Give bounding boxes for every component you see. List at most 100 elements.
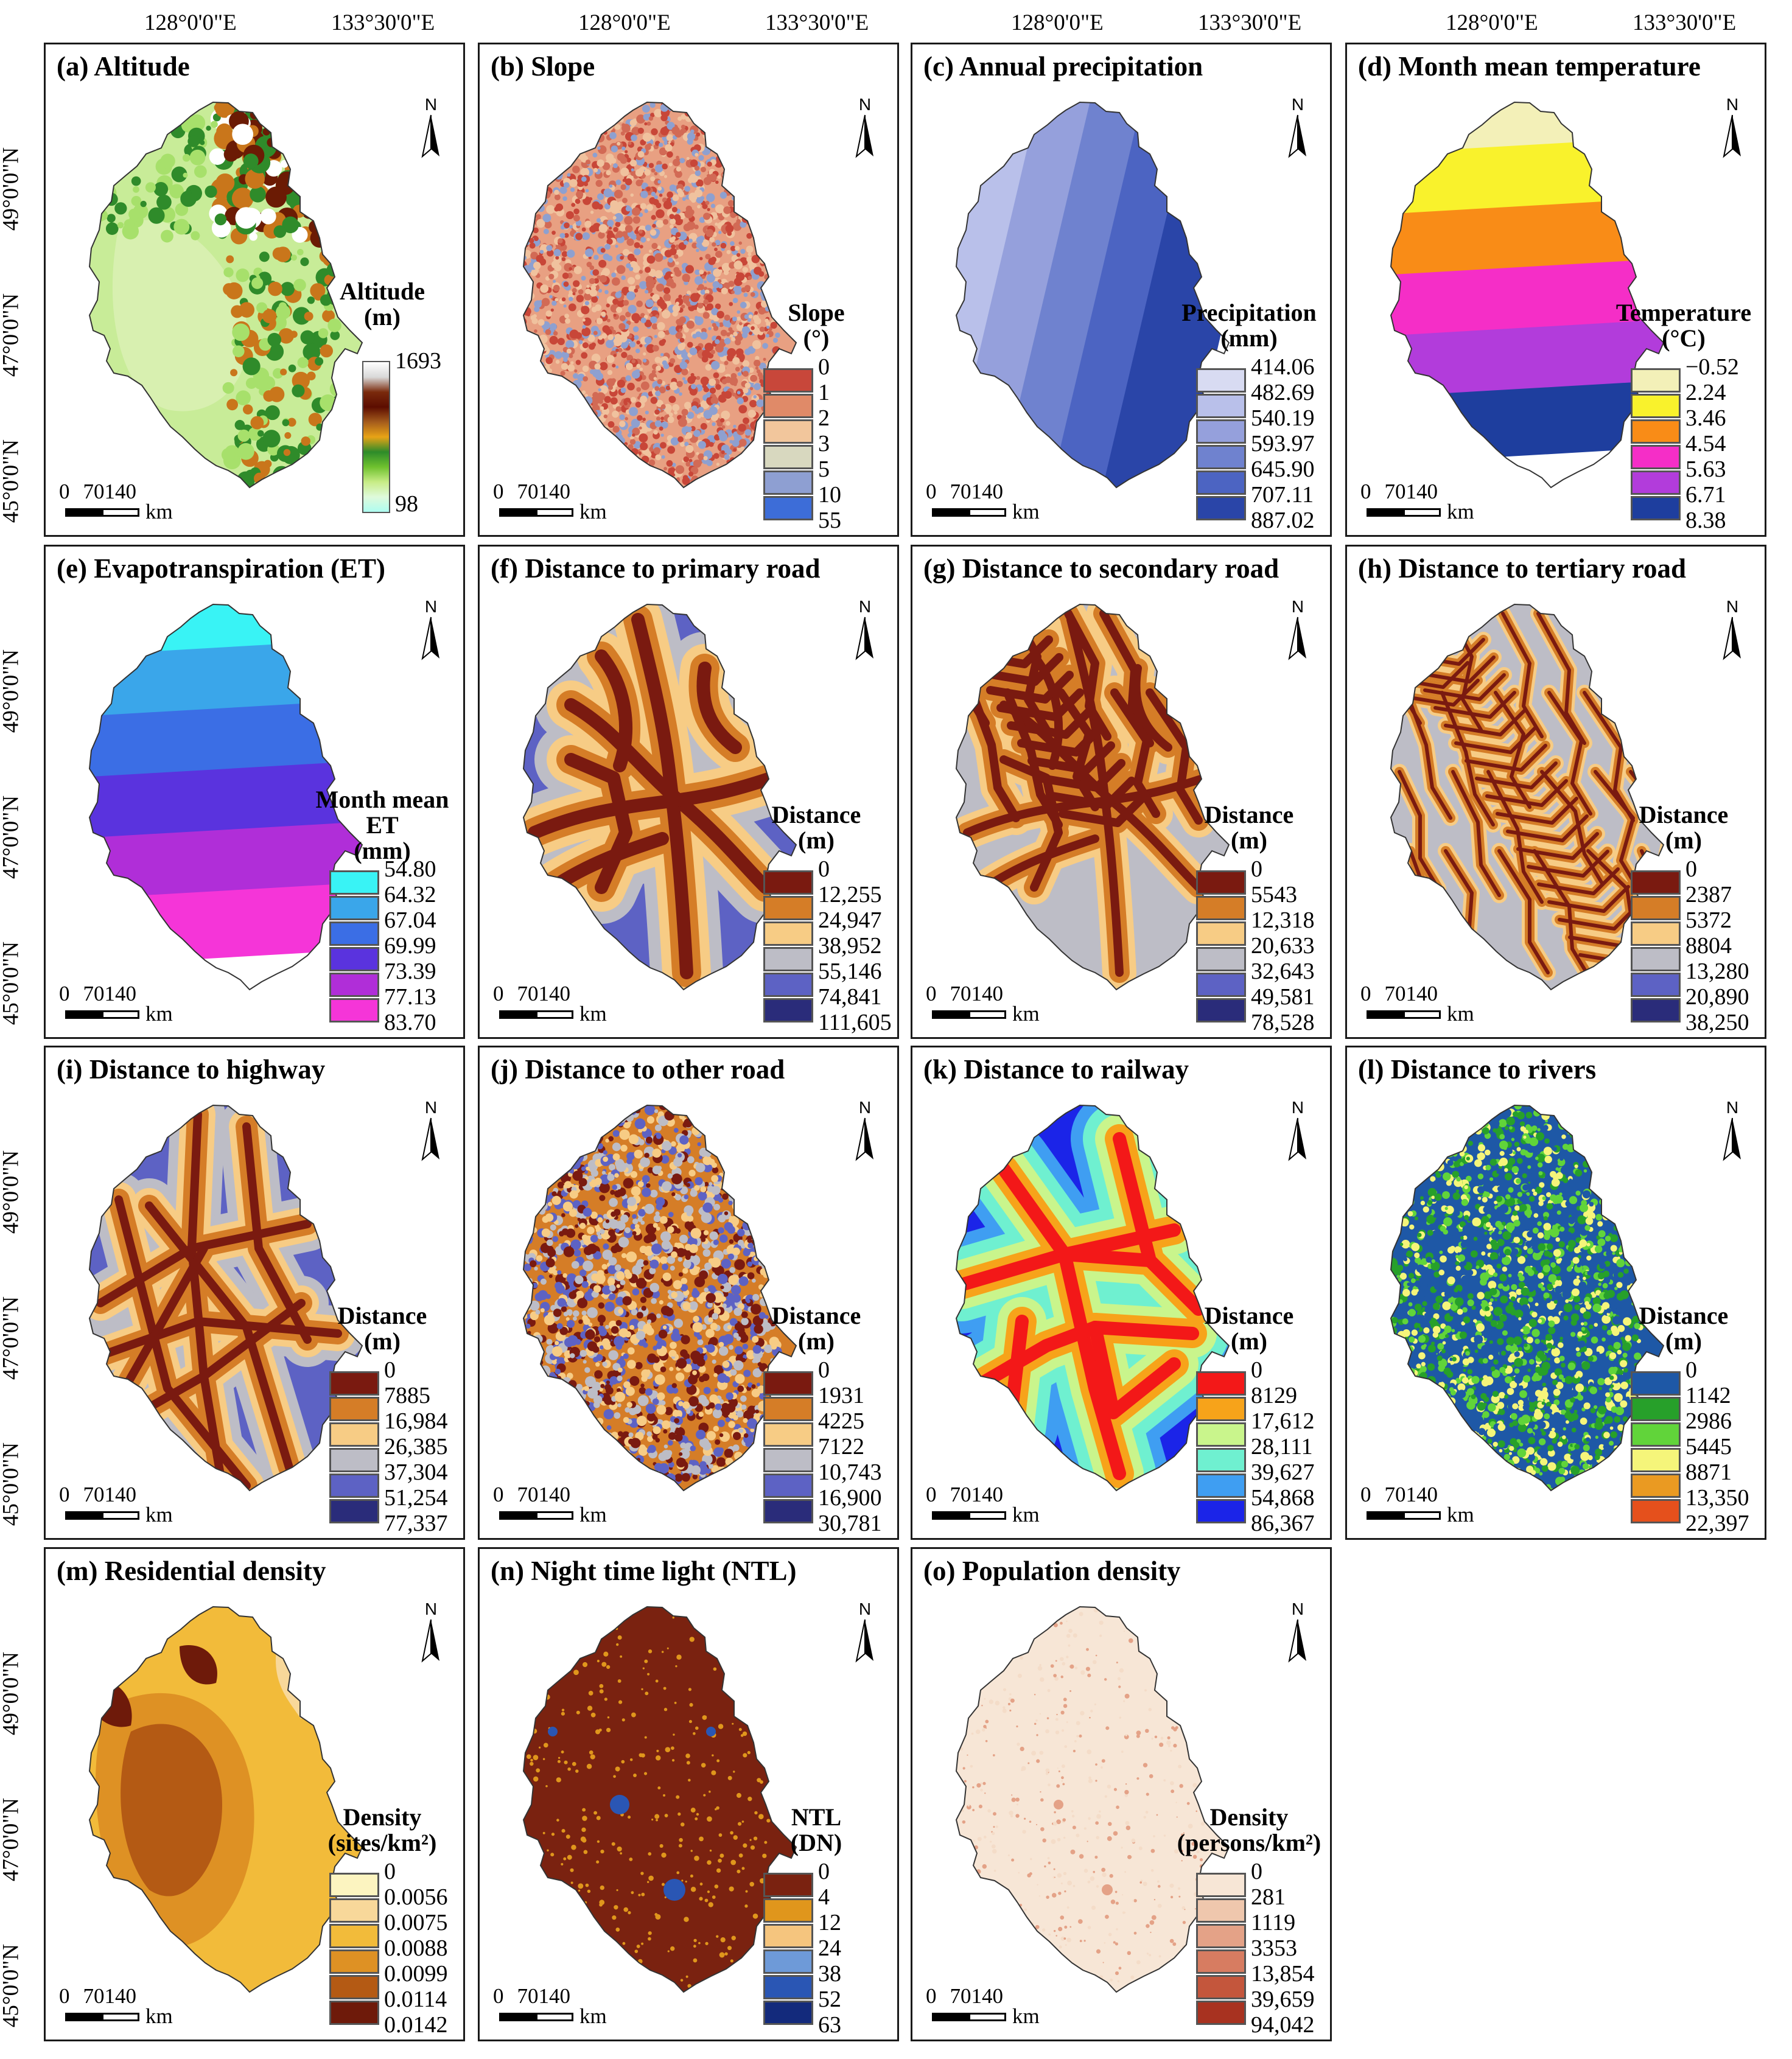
map-speckle (735, 464, 740, 469)
map-speckle (576, 457, 581, 463)
map-speckle (712, 107, 716, 110)
map-speckle (593, 330, 598, 335)
map-speckle (743, 292, 748, 297)
map-buffer (1186, 676, 1229, 820)
scale-tick-label: 140 (971, 480, 1004, 503)
map-speckle (750, 478, 755, 484)
scale-tick-label: 140 (104, 982, 137, 1005)
map-speckle (747, 1208, 754, 1215)
map-speckle (565, 1467, 572, 1473)
map-buffer (956, 604, 1032, 633)
map-speckle (754, 383, 761, 391)
map-speckle (620, 341, 628, 349)
map-speckle (676, 166, 681, 172)
map-speckle (730, 171, 737, 178)
map-speckle (704, 1483, 715, 1491)
map-speckle (730, 334, 733, 338)
map-speckle (578, 113, 583, 118)
map-speckle (550, 431, 556, 438)
scale-bar-light (102, 1010, 139, 1019)
map-speckle (616, 444, 620, 448)
map-speckle (677, 418, 687, 427)
map-speckle (531, 97, 536, 102)
map-speckle (772, 102, 779, 107)
map-speckle (759, 379, 764, 383)
map-speckle (700, 289, 706, 295)
map-speckle (598, 224, 608, 233)
map-speckle (649, 229, 657, 236)
map-speckle (577, 102, 584, 108)
map-speckle (523, 338, 529, 346)
legend-swatch (1196, 947, 1246, 971)
map-speckle (735, 1105, 746, 1116)
map-speckle (709, 237, 715, 242)
map-speckle (539, 1454, 548, 1462)
map-speckle (678, 102, 685, 108)
scale-ticks: 0 70140 (59, 1483, 136, 1507)
map-speckle (539, 163, 548, 172)
map-speckle (759, 106, 763, 110)
map-speckle (694, 189, 703, 198)
map-speckle (617, 436, 625, 445)
longitude-label: 128°0'0"E (1011, 10, 1104, 35)
map-speckle (627, 382, 635, 391)
map-buffer (187, 1110, 226, 1490)
legend-swatch (1196, 445, 1246, 469)
map-speckle (558, 1465, 565, 1472)
map-speckle (591, 475, 595, 480)
map-speckle (765, 1162, 771, 1169)
map-speckle (551, 114, 559, 122)
map-speckle (564, 122, 568, 127)
map-speckle (743, 371, 749, 377)
map-speckle (702, 312, 710, 319)
map-speckle (643, 469, 648, 474)
map-speckle (738, 1127, 747, 1136)
map-speckle (563, 304, 567, 308)
map-terrain (283, 107, 303, 127)
map-speckle (738, 1132, 745, 1139)
map-speckle (609, 226, 612, 230)
map-speckle (523, 1264, 531, 1271)
map-speckle (765, 102, 773, 105)
map-speckle (581, 390, 586, 394)
map-speckle (749, 109, 754, 114)
map-speckle (527, 114, 532, 119)
map-speckle (766, 1106, 771, 1111)
map-speckle (536, 159, 544, 167)
map-speckle (644, 122, 648, 126)
map-speckle (604, 442, 612, 450)
map-speckle (565, 405, 574, 414)
map-speckle (572, 434, 577, 439)
map-speckle (608, 385, 614, 390)
map-speckle (579, 112, 586, 119)
map-speckle (646, 255, 656, 264)
map-speckle (554, 114, 563, 123)
map-speckle (768, 1183, 776, 1192)
map-speckle (619, 460, 623, 465)
map-speckle (704, 289, 710, 295)
map-buffer (1038, 759, 1125, 792)
map-speckle (617, 466, 621, 470)
map-speckle (536, 468, 541, 473)
latitude-label: 45°0'0"N (0, 941, 24, 1026)
map-speckle (750, 1183, 758, 1190)
map-speckle (536, 1477, 542, 1483)
map-speckle (772, 269, 777, 274)
map-speckle (629, 267, 634, 271)
map-speckle (569, 1463, 579, 1473)
map-speckle (743, 1433, 749, 1438)
map-speckle (620, 387, 626, 393)
map-buffer (999, 755, 1063, 892)
map-speckle (608, 1136, 614, 1142)
map-speckle (746, 1350, 756, 1360)
map-speckle (538, 456, 545, 463)
map-speckle (562, 156, 570, 164)
map-speckle (626, 1459, 635, 1468)
map-speckle (733, 332, 738, 337)
map-speckle (717, 102, 723, 104)
map-speckle (613, 116, 617, 121)
map-speckle (555, 112, 564, 121)
map-speckle (752, 1278, 756, 1283)
legend-swatch (329, 998, 379, 1023)
legend-swatch (1631, 947, 1681, 971)
